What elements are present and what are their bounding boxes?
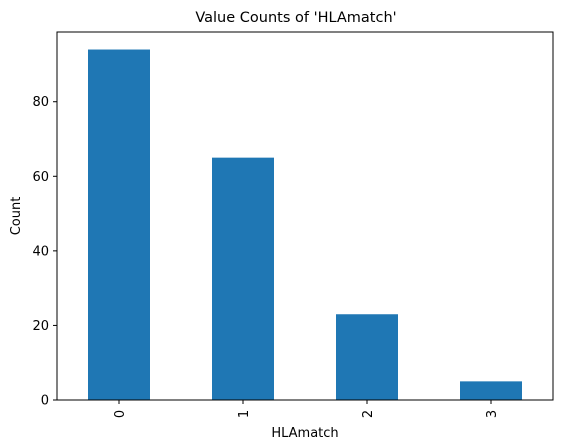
x-axis-title: HLAmatch — [271, 426, 338, 441]
chart-title: Value Counts of 'HLAmatch' — [195, 10, 396, 26]
y-tick-label-20: 20 — [32, 319, 49, 334]
y-tick-label-60: 60 — [32, 170, 49, 185]
y-axis-title: Count — [9, 197, 24, 236]
bar-1 — [212, 158, 274, 400]
y-tick-label-40: 40 — [32, 244, 49, 259]
x-tick-label-0: 0 — [113, 410, 128, 418]
y-tick-label-0: 0 — [41, 394, 49, 409]
bar-0 — [88, 50, 150, 400]
x-tick-label-2: 2 — [361, 410, 376, 418]
bar-3 — [460, 381, 522, 400]
x-tick-label-1: 1 — [237, 410, 252, 418]
y-tick-label-80: 80 — [32, 95, 49, 110]
bar-2 — [336, 314, 398, 400]
x-tick-label-3: 3 — [485, 410, 500, 418]
